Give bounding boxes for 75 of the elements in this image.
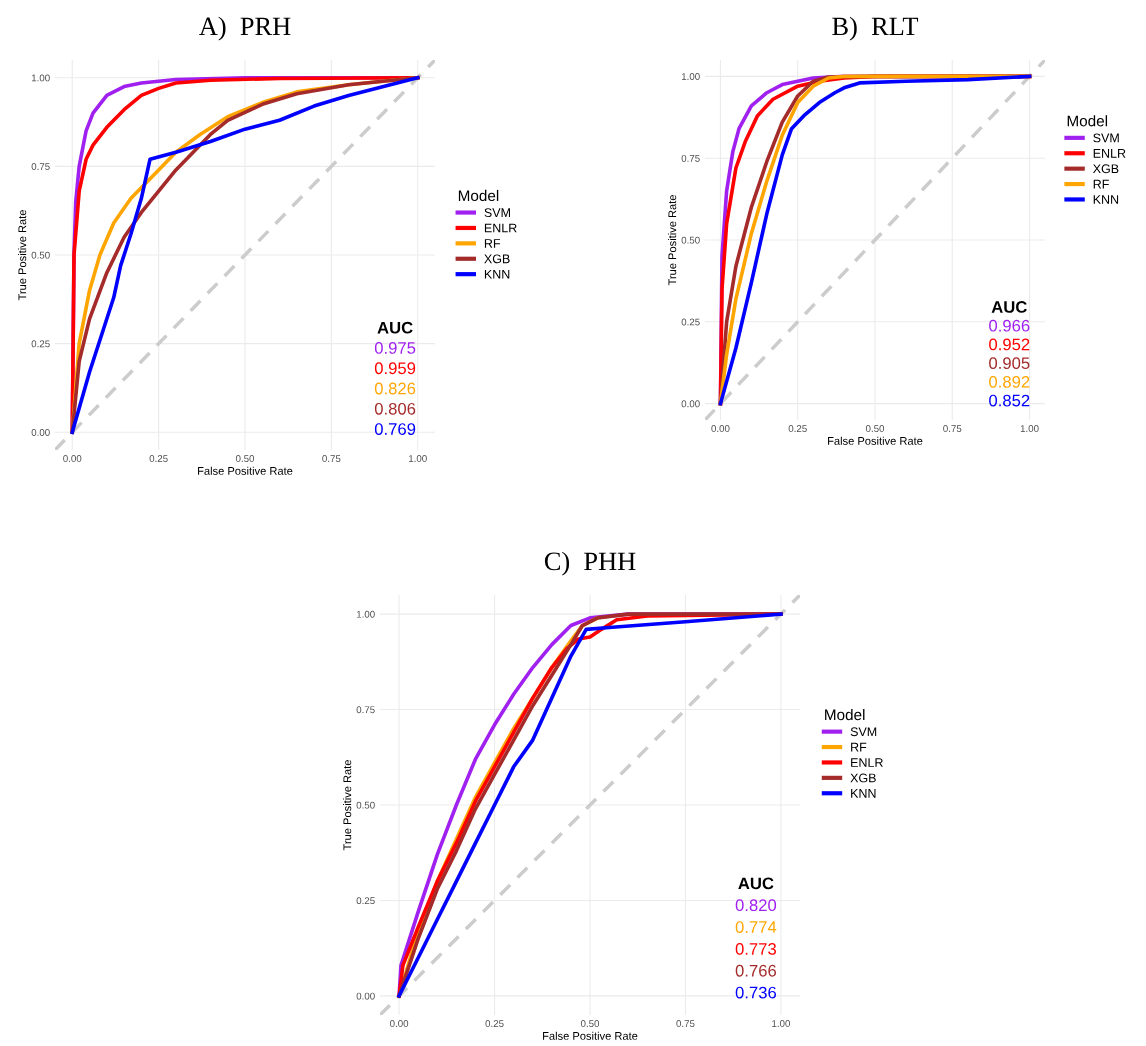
x-axis-title: False Positive Rate — [198, 466, 293, 475]
annotation: 0.820 — [735, 899, 777, 912]
y-tick-label: 0.25 — [31, 340, 50, 348]
legend-label: SVM — [850, 727, 877, 737]
x-tick-label: 0.00 — [390, 1020, 409, 1027]
legend-label: XGB — [484, 254, 510, 264]
x-axis-title: False Positive Rate — [828, 436, 923, 445]
y-tick-label: 0.00 — [356, 992, 375, 1000]
x-axis-title: False Positive Rate — [543, 1031, 638, 1040]
y-tick-label: 0.75 — [356, 706, 375, 714]
x-tick-label: 0.50 — [865, 425, 885, 432]
y-tick-label: 1.00 — [356, 610, 375, 618]
legend-label: SVM — [1093, 133, 1119, 143]
annotation: 0.806 — [374, 402, 416, 415]
x-tick-label: 0.00 — [711, 425, 730, 432]
x-tick-label: 1.00 — [772, 1020, 790, 1027]
x-tick-label: 0.75 — [676, 1020, 695, 1027]
annotation: 0.769 — [374, 423, 416, 435]
legend-label: XGB — [1092, 164, 1119, 174]
annotation: 0.966 — [989, 319, 1030, 332]
x-tick-label: 1.00 — [1020, 425, 1039, 432]
legend-label: RF — [1093, 179, 1109, 189]
annotation: 0.852 — [989, 394, 1030, 407]
annotation: 0.952 — [989, 338, 1030, 351]
y-tick-label: 0.75 — [681, 154, 700, 162]
legend-label: KNN — [851, 789, 876, 798]
annotation: 0.826 — [374, 382, 416, 395]
annotation: 0.892 — [989, 375, 1030, 388]
y-tick-label: 0.50 — [681, 236, 700, 244]
chart-title: C) PHH — [544, 551, 636, 576]
annotation: 0.773 — [735, 942, 777, 955]
y-tick-label: 0.25 — [356, 897, 375, 905]
y-tick-label: 0.50 — [356, 801, 375, 809]
line-series — [397, 612, 783, 998]
legend-label: SVM — [484, 208, 510, 218]
legend-label: RF — [851, 742, 867, 752]
y-axis-title: True Positive Rate — [668, 195, 677, 286]
y-tick-label: 0.75 — [31, 163, 50, 170]
annotation: 0.959 — [374, 362, 416, 375]
legend-label: ENLR — [851, 758, 883, 767]
legend-label: RF — [484, 239, 501, 248]
annotation: AUC — [991, 301, 1027, 313]
legend-title: Model — [458, 189, 499, 202]
annotation: 0.774 — [735, 921, 777, 933]
x-tick-label: 0.75 — [943, 425, 962, 432]
y-tick-label: 1.00 — [681, 73, 700, 80]
x-tick-label: 0.25 — [788, 425, 807, 432]
legend-label: ENLR — [484, 223, 517, 233]
x-tick-label: 1.00 — [409, 455, 427, 462]
chart-title: A) PRH — [199, 16, 291, 41]
legend-label: XGB — [850, 773, 876, 783]
y-tick-label: 1.00 — [31, 74, 50, 82]
y-axis-title: True Positive Rate — [343, 760, 352, 851]
annotation: 0.736 — [735, 986, 777, 999]
x-tick-label: 0.25 — [485, 1020, 504, 1027]
legend-title: Model — [1067, 115, 1108, 127]
legend-title: Model — [825, 708, 865, 721]
x-tick-label: 0.00 — [63, 455, 82, 462]
legend-label: ENLR — [1093, 149, 1126, 158]
annotation: 0.766 — [735, 964, 777, 977]
x-tick-label: 0.25 — [149, 455, 168, 462]
annotation: AUC — [377, 321, 413, 334]
y-tick-label: 0.25 — [681, 318, 700, 326]
chart-title: B) RLT — [832, 16, 919, 41]
y-axis-title: True Positive Rate — [18, 210, 27, 301]
x-tick-label: 0.75 — [322, 455, 341, 462]
x-tick-label: 0.50 — [580, 1020, 600, 1027]
legend-label: KNN — [1093, 195, 1119, 204]
x-tick-label: 0.50 — [235, 455, 255, 462]
annotation: 0.975 — [374, 342, 416, 354]
annotation: 0.905 — [989, 357, 1030, 370]
legend-label: KNN — [484, 269, 510, 279]
annotation: AUC — [738, 877, 774, 890]
y-tick-label: 0.00 — [681, 400, 700, 408]
y-tick-label: 0.50 — [31, 251, 50, 259]
